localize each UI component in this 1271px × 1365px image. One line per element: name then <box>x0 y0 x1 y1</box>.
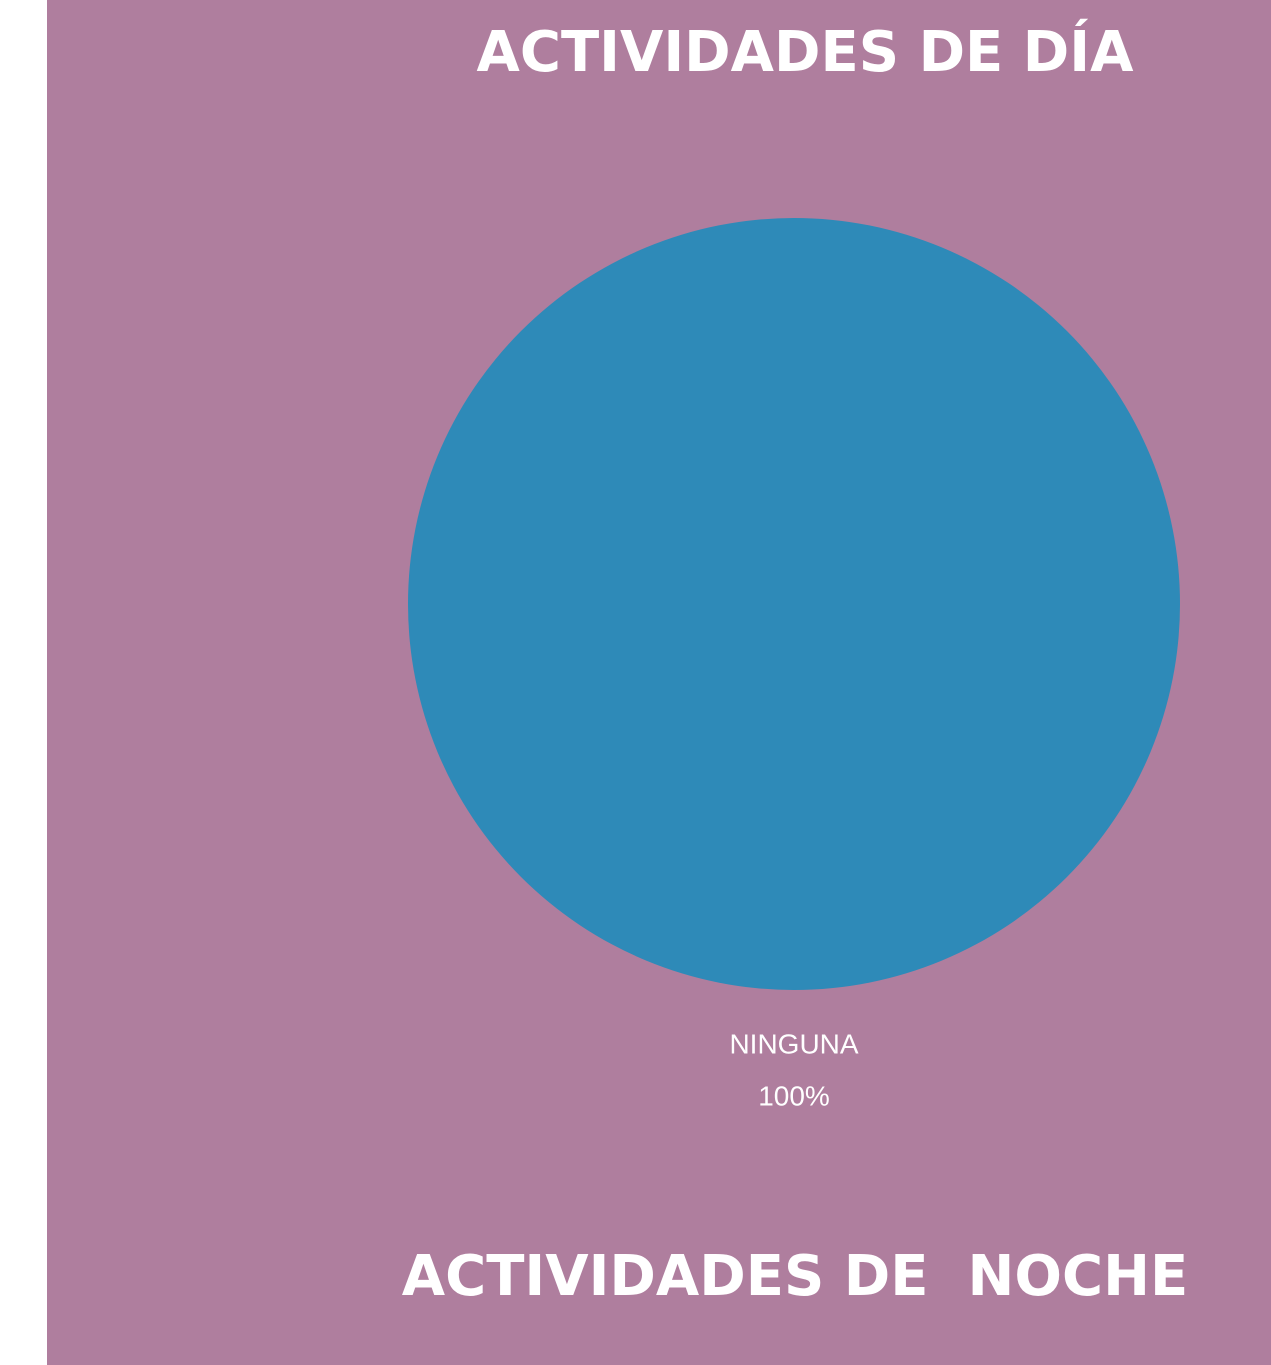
slice-value-label: 100% <box>758 1080 830 1111</box>
section-heading: ACTIVIDADES DE NOCHE <box>402 1244 1188 1309</box>
chart-title: ACTIVIDADES DE DÍA <box>477 19 1135 85</box>
slice-label: NINGUNA <box>729 1028 858 1059</box>
pie-slice <box>408 218 1180 990</box>
